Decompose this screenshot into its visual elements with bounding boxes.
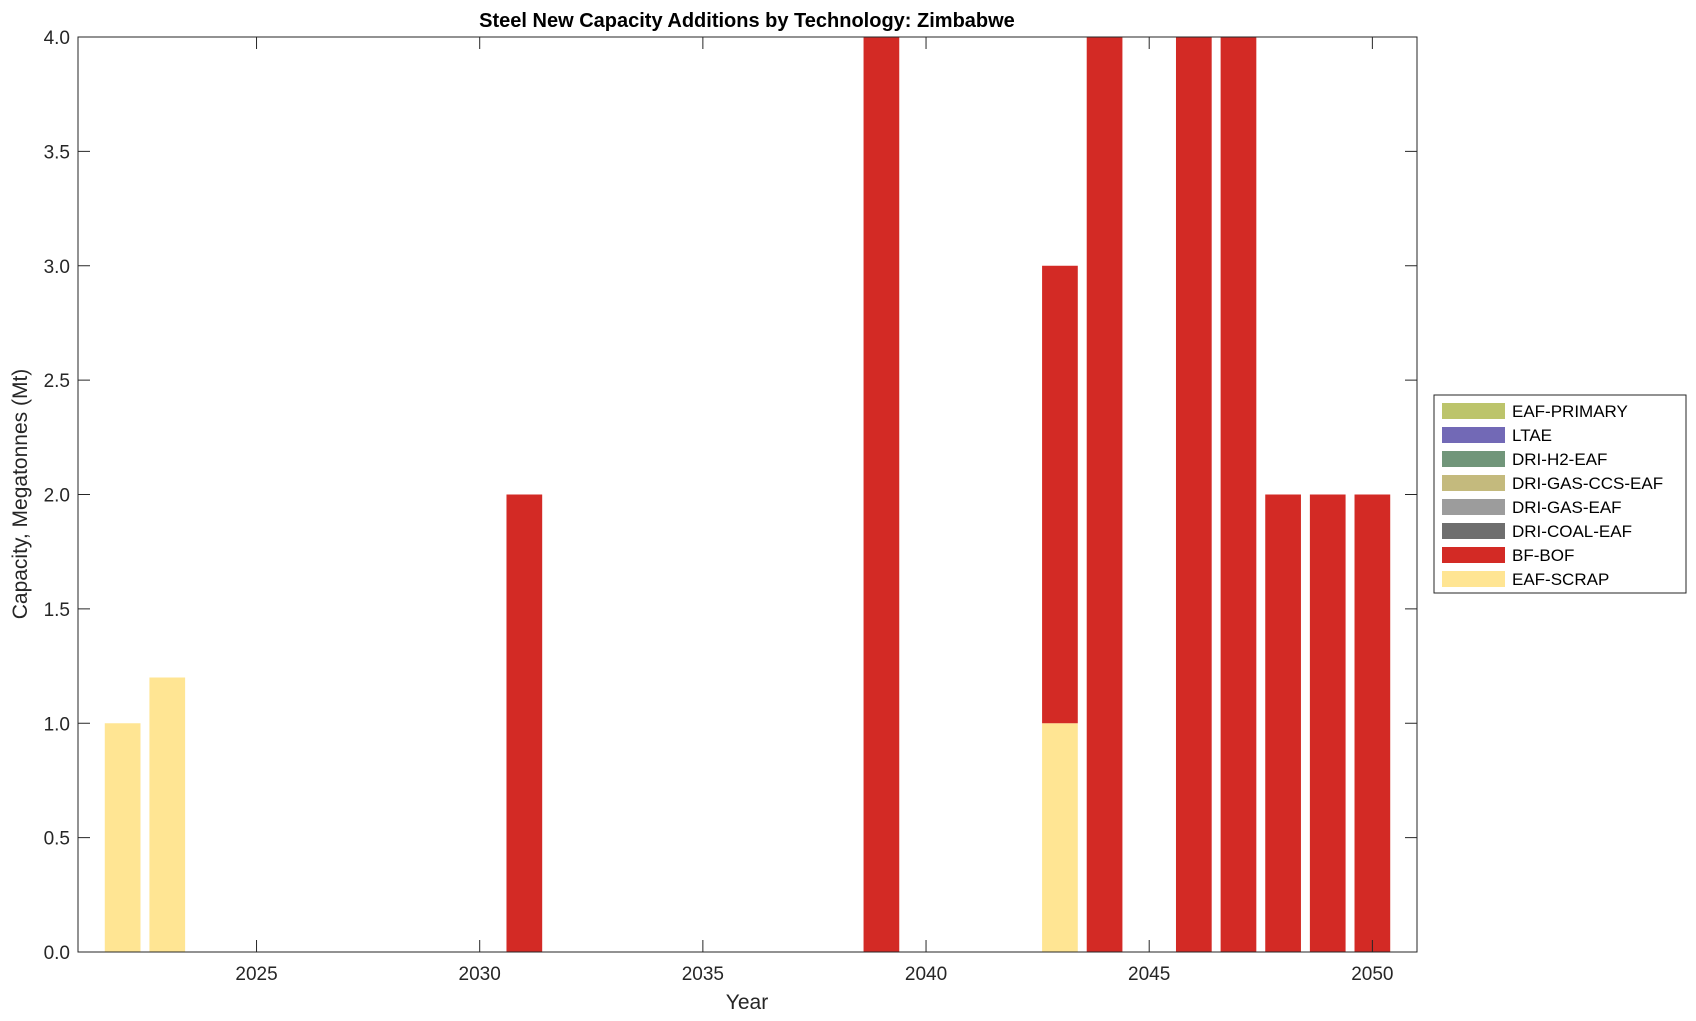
bar-eaf-scrap-2022 [104, 723, 141, 952]
legend-swatch-bf-bof [1442, 547, 1505, 563]
y-tick-label: 1.5 [44, 600, 70, 621]
bar-bf-bof-2043 [1042, 265, 1078, 724]
bar-bf-bof-2031 [506, 494, 543, 952]
y-axis-label: Capacity, Megatonnes (Mt) [9, 369, 32, 620]
legend-label: EAF-SCRAP [1512, 570, 1609, 589]
bar-bf-bof-2047 [1220, 37, 1257, 952]
legend-label: DRI-H2-EAF [1512, 450, 1607, 469]
axes: 2025 2030 2035 2040 2045 2050 0.0 0.5 1.0 1.5 2.0 2… [44, 28, 1418, 985]
bar-bf-bof-2046 [1175, 37, 1212, 952]
legend-label: DRI-GAS-CCS-EAF [1512, 474, 1663, 493]
y-tick-label: 2.5 [44, 371, 70, 392]
legend-label: EAF-PRIMARY [1512, 402, 1628, 421]
bar-bf-bof-2044 [1086, 37, 1123, 952]
legend-label: LTAE [1512, 426, 1552, 445]
y-tick-label: 3.5 [44, 142, 70, 163]
legend-swatch-ltae [1442, 427, 1505, 443]
legend-swatch-dri-coal-eaf [1442, 523, 1505, 539]
chart-title: Steel New Capacity Additions by Technolo… [479, 10, 1015, 32]
legend-label: DRI-COAL-EAF [1512, 522, 1632, 541]
legend-label: BF-BOF [1512, 546, 1574, 565]
y-tick-label: 1.0 [44, 714, 70, 735]
y-tick-label: 0.0 [44, 943, 70, 964]
x-tick-label: 2040 [905, 964, 947, 985]
legend-swatch-dri-h2-eaf [1442, 451, 1505, 467]
y-tick-label: 2.0 [44, 486, 70, 507]
bar-bf-bof-2050 [1354, 494, 1391, 952]
x-axis-label: Year [726, 991, 768, 1014]
bars-group [104, 37, 1391, 952]
y-tick-label: 0.5 [44, 829, 70, 850]
bar-eaf-scrap-2023 [149, 677, 186, 952]
bar-eaf-scrap-2043 [1042, 723, 1078, 952]
legend-label: DRI-GAS-EAF [1512, 498, 1622, 517]
legend: EAF-PRIMARY LTAE DRI-H2-EAF DRI-GAS-CCS-EAF… [1433, 394, 1687, 594]
y-tick-label: 3.0 [44, 257, 70, 278]
legend-swatch-dri-gas-ccs-eaf [1442, 475, 1505, 491]
legend-swatch-eaf-scrap [1442, 571, 1505, 587]
plot-frame [77, 36, 1418, 953]
x-tick-label: 2045 [1128, 964, 1170, 985]
x-tick-label: 2035 [682, 964, 724, 985]
bar-bf-bof-2048 [1265, 494, 1301, 952]
y-tick-label: 4.0 [44, 28, 70, 49]
x-tick-label: 2025 [235, 964, 277, 985]
legend-swatch-dri-gas-eaf [1442, 499, 1505, 515]
bar-bf-bof-2039 [863, 37, 900, 952]
bar-bf-bof-2049 [1309, 494, 1346, 952]
legend-swatch-eaf-primary [1442, 403, 1505, 419]
x-tick-label: 2030 [459, 964, 501, 985]
x-tick-label: 2050 [1351, 964, 1393, 985]
